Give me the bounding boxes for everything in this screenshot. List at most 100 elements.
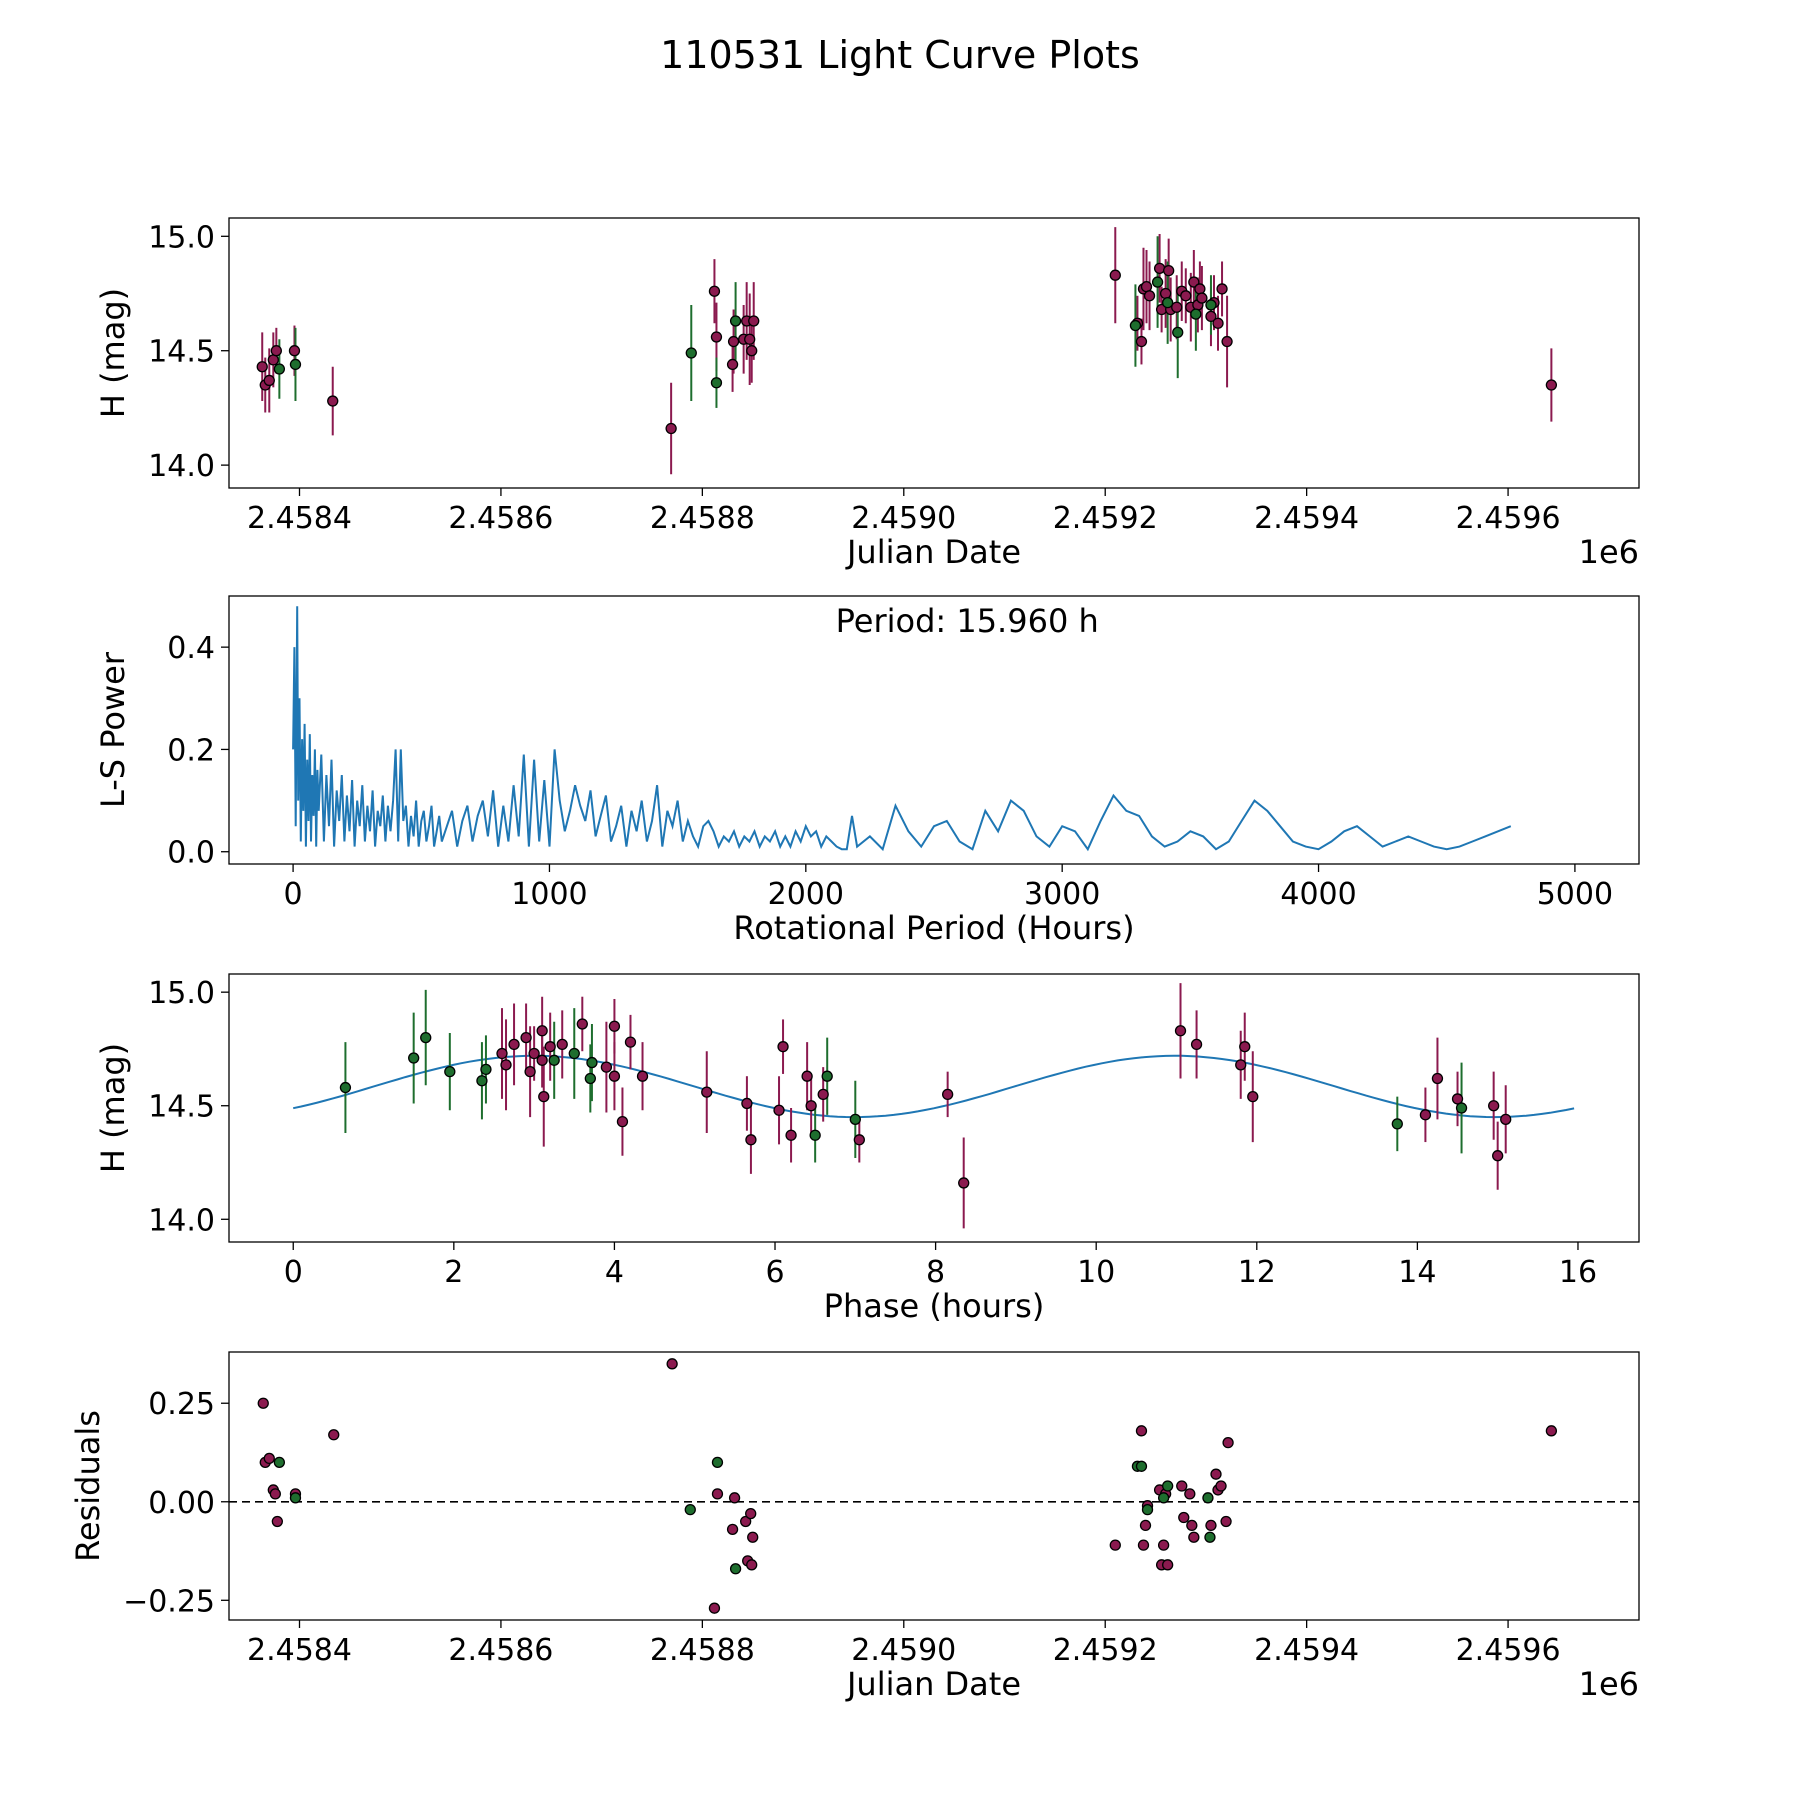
data-point-green — [684, 1503, 696, 1516]
x-tick-label: 8 — [926, 1255, 945, 1290]
y-tick-label: 14.0 — [148, 1203, 215, 1238]
data-point-red — [853, 1134, 865, 1146]
x-tick-label: 2.4586 — [448, 501, 553, 536]
plot-frame — [228, 595, 1640, 865]
data-point-red — [608, 1070, 621, 1082]
x-tick-label: 2.4584 — [247, 501, 352, 536]
data-point-red — [496, 1047, 508, 1060]
y-axis-label: H (mag) — [94, 1043, 132, 1173]
data-point-red — [269, 1488, 281, 1500]
data-point-red — [1205, 310, 1217, 323]
y-tick-label: 0.00 — [148, 1486, 215, 1521]
data-point-green — [1455, 1102, 1468, 1114]
data-point-red — [556, 1038, 568, 1051]
data-point-red — [701, 1086, 713, 1098]
data-point-red — [1419, 1109, 1432, 1121]
x-tick-label: 2.4594 — [1254, 1633, 1359, 1668]
data-point-green — [289, 1492, 302, 1504]
data-point-red — [263, 374, 275, 387]
data-point-red — [1488, 1100, 1500, 1112]
x-axis-label: Rotational Period (Hours) — [733, 909, 1134, 947]
data-point-red — [327, 395, 339, 407]
data-point-red — [805, 1100, 817, 1112]
data-point-red — [256, 361, 268, 373]
y-tick-label: −0.25 — [123, 1584, 215, 1619]
data-point-green — [729, 315, 742, 327]
data-point-green — [548, 1054, 560, 1066]
data-point-red — [666, 1358, 678, 1370]
data-point-red — [288, 345, 301, 357]
x-offset-label: 1e6 — [1579, 533, 1639, 571]
data-point-red — [1221, 335, 1233, 348]
data-point-red — [710, 331, 723, 343]
data-point-red — [1162, 1559, 1174, 1571]
y-axis-label: Residuals — [69, 1410, 107, 1562]
data-point-green — [821, 1070, 833, 1082]
x-tick-label: 3000 — [1024, 877, 1100, 912]
data-point-green — [480, 1063, 492, 1076]
data-point-red — [1135, 335, 1148, 348]
data-point-red — [1492, 1150, 1504, 1162]
data-point-red — [747, 1531, 759, 1543]
data-point-red — [1143, 290, 1156, 302]
data-point-red — [711, 1488, 724, 1500]
data-point-green — [1204, 1531, 1216, 1543]
data-point-red — [267, 354, 279, 366]
data-point-green — [273, 1456, 286, 1469]
data-point-red — [1500, 1113, 1512, 1126]
data-point-red — [624, 1036, 637, 1048]
data-point-red — [1174, 1025, 1187, 1037]
data-point-red — [740, 1515, 752, 1528]
data-point-red — [744, 333, 756, 345]
x-tick-label: 4 — [605, 1255, 624, 1290]
data-point-red — [576, 1018, 588, 1030]
data-point-red — [536, 1025, 548, 1037]
data-point-green — [273, 363, 286, 375]
data-point-red — [500, 1059, 512, 1071]
x-tick-label: 0 — [284, 877, 303, 912]
plot-frame — [228, 217, 1640, 489]
data-point-red — [1171, 301, 1183, 313]
data-point-green — [1151, 276, 1164, 288]
data-point-red — [636, 1070, 649, 1082]
x-tick-label: 16 — [1559, 1255, 1597, 1290]
data-point-red — [728, 1492, 741, 1504]
y-tick-label: 14.0 — [148, 449, 215, 484]
x-tick-label: 2.4596 — [1456, 1633, 1561, 1668]
x-tick-label: 2.4584 — [247, 1633, 352, 1668]
data-point-red — [1210, 1468, 1222, 1480]
data-point-red — [608, 1020, 621, 1032]
data-point-red — [801, 1070, 813, 1082]
data-point-green — [1157, 1492, 1170, 1504]
data-point-red — [1109, 269, 1121, 281]
data-point-red — [508, 1038, 520, 1051]
x-tick-label: 6 — [765, 1255, 784, 1290]
data-point-red — [536, 1054, 548, 1066]
data-point-red — [524, 1066, 536, 1078]
periodogram-line — [292, 606, 1512, 852]
x-tick-label: 1000 — [511, 877, 587, 912]
data-point-red — [773, 1104, 785, 1116]
data-point-red — [1188, 1531, 1200, 1543]
x-tick-label: 2000 — [768, 877, 844, 912]
data-point-red — [777, 1041, 789, 1053]
x-tick-label: 2.4590 — [851, 501, 956, 536]
x-tick-label: 10 — [1077, 1255, 1115, 1290]
data-point-red — [1431, 1072, 1444, 1085]
data-point-red — [1235, 1059, 1247, 1071]
plot-frame — [228, 973, 1640, 1243]
data-point-red — [616, 1115, 629, 1128]
data-point-red — [520, 1031, 532, 1044]
data-point-red — [1451, 1093, 1464, 1105]
x-tick-label: 14 — [1398, 1255, 1436, 1290]
data-point-green — [710, 377, 723, 389]
data-point-red — [748, 315, 760, 327]
data-point-red — [600, 1061, 613, 1073]
y-axis-label: L-S Power — [94, 651, 132, 808]
data-point-red — [328, 1429, 340, 1441]
x-tick-label: 2 — [444, 1255, 463, 1290]
x-axis-label: Julian Date — [845, 533, 1021, 571]
data-point-red — [708, 1602, 721, 1614]
